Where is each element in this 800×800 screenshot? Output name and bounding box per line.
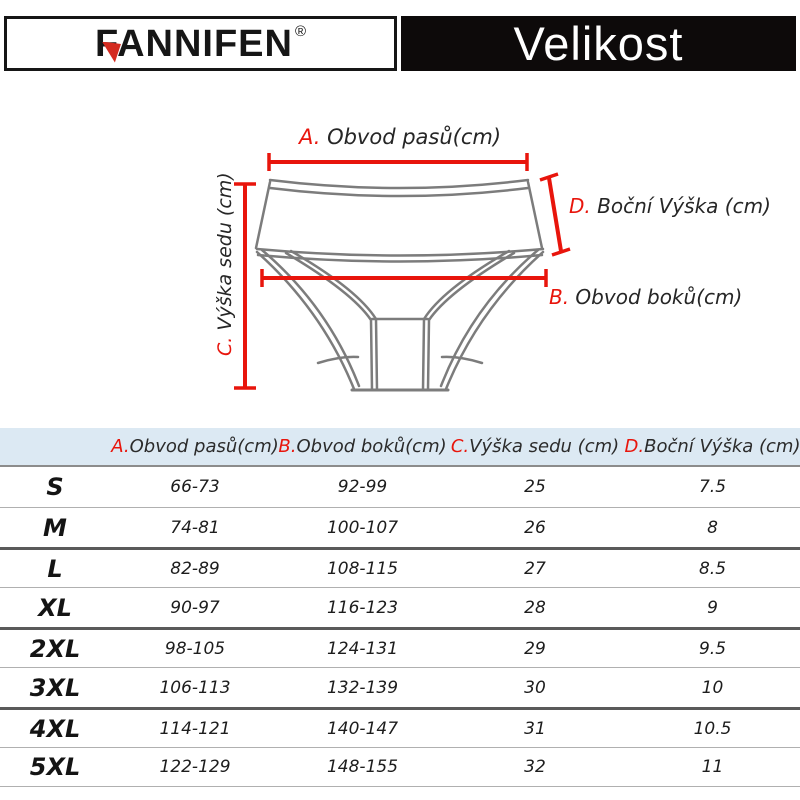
table-row-m: M 74-81 100-107 26 8 <box>0 507 800 547</box>
col-header-b: B. Obvod boků(cm) <box>278 436 447 457</box>
registered-trademark-icon: ® <box>294 22 307 40</box>
col-header-c: C. Výška sedu (cm) <box>450 436 620 457</box>
measure-line-d <box>539 172 571 257</box>
table-row-xl: XL 90-97 116-123 28 9 <box>0 587 800 627</box>
brand-name: FANNIFEN <box>94 22 293 65</box>
table-row-s: S 66-73 92-99 25 7.5 <box>46 473 727 501</box>
size-table: A. Obvod pasů(cm) B. Obvod boků(cm) C. V… <box>0 428 800 787</box>
col-header-size <box>0 428 110 465</box>
page-title: Velikost <box>513 17 684 70</box>
brand-logo-box: FANNIFEN ® <box>4 16 397 71</box>
measure-line-a <box>267 153 529 171</box>
panties-diagram-svg <box>234 153 571 392</box>
panties-outline <box>254 178 545 392</box>
table-header-row: A. Obvod pasů(cm) B. Obvod boků(cm) C. V… <box>0 428 800 467</box>
table-row-2xl: 2XL 98-105 124-131 29 9.5 <box>0 627 800 667</box>
col-header-d: D. Boční Výška (cm) <box>624 436 800 457</box>
table-row-l: L 82-89 108-115 27 8.5 <box>0 547 800 587</box>
diagram-label-c: C. Výška sedu (cm) <box>214 172 236 356</box>
table-row-3xl: 3XL 106-113 132-139 30 10 <box>0 667 800 707</box>
table-row-4xl: 4XL 114-121 140-147 31 10.5 <box>0 707 800 747</box>
measure-line-c <box>234 182 256 390</box>
diagram-label-b: B. Obvod boků(cm) <box>549 285 743 309</box>
table-row-5xl: 5XL 122-129 148-155 32 11 <box>0 747 800 787</box>
measurement-diagram: A. Obvod pasů(cm) D. Boční Výška (cm) B.… <box>0 90 800 430</box>
diagram-label-d: D. Boční Výška (cm) <box>569 194 771 218</box>
measure-lines <box>234 153 571 390</box>
col-header-a: A. Obvod pasů(cm) <box>111 436 279 457</box>
header-title-bar: Velikost <box>401 16 796 71</box>
diagram-label-a: A. Obvod pasů(cm) <box>298 125 502 149</box>
measure-line-b <box>260 269 548 287</box>
brand-logo: FANNIFEN ® <box>94 22 307 65</box>
